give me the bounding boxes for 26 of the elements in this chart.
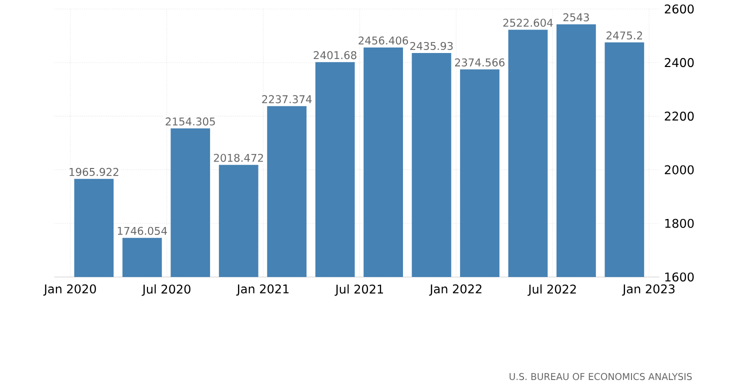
x-tick-label: Jan 2023 (622, 284, 675, 296)
data-label: 2374.566 (455, 58, 504, 67)
x-tick-label: Jan 2022 (429, 284, 482, 296)
y-tick-label: 2000 (664, 165, 694, 175)
y-tick-label: 2200 (664, 112, 694, 121)
data-label: 2543 (563, 13, 589, 22)
data-label: 2154.305 (166, 118, 215, 126)
x-tick-label: Jan 2021 (236, 284, 289, 296)
data-label: 2401.68 (314, 51, 356, 60)
data-label: 2475.2 (606, 32, 642, 40)
data-label: 2237.374 (262, 95, 312, 104)
y-tick-label: 1800 (665, 219, 694, 228)
y-tick-label: 2400 (664, 58, 694, 68)
data-label: 2456.406 (358, 36, 408, 45)
y-tick-label: 1600 (665, 272, 694, 282)
data-label: 2522.604 (503, 18, 553, 28)
data-label: 1965.922 (70, 168, 118, 176)
text: U.S. BUREAU OF ECONOMICS ANALYSIS (510, 373, 692, 380)
data-label: 2435.93 (410, 42, 453, 50)
data-label: 1746.054 (118, 227, 167, 236)
x-tick-label: Jan 2020 (43, 284, 96, 296)
y-tick-label: 2600 (664, 4, 694, 14)
data-label: 2018.472 (214, 154, 263, 162)
x-tick-label: Jul 2022 (528, 284, 576, 296)
x-tick-label: Jul 2021 (334, 284, 383, 296)
x-tick-label: Jul 2020 (142, 284, 190, 296)
